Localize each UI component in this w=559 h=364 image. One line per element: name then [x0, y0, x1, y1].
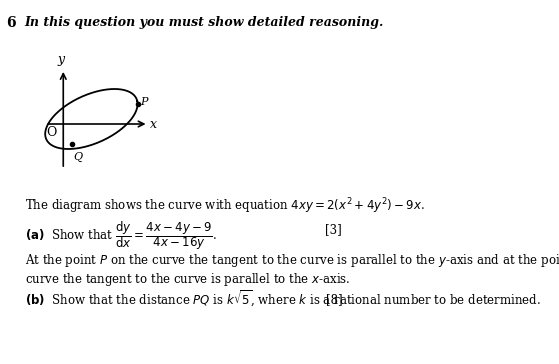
Text: x: x: [150, 118, 158, 131]
Text: In this question you must show detailed reasoning.: In this question you must show detailed …: [25, 16, 384, 29]
Text: $\mathbf{(a)}$  Show that $\dfrac{\mathrm{d}y}{\mathrm{d}x} = \dfrac{4x-4y-9}{4x: $\mathbf{(a)}$ Show that $\dfrac{\mathrm…: [25, 219, 216, 252]
Text: P: P: [140, 97, 148, 107]
Text: Q: Q: [74, 152, 83, 162]
Text: The diagram shows the curve with equation $4xy = 2(x^2+4y^2)-9x$.: The diagram shows the curve with equatio…: [25, 196, 424, 215]
Text: [3]: [3]: [325, 223, 342, 236]
Text: At the point $P$ on the curve the tangent to the curve is parallel to the $y$-ax: At the point $P$ on the curve the tangen…: [25, 252, 559, 288]
Text: $\mathbf{(b)}$  Show that the distance $PQ$ is $k\sqrt{5}$, where $k$ is a ratio: $\mathbf{(b)}$ Show that the distance $P…: [25, 289, 541, 309]
Text: O: O: [46, 126, 57, 139]
Text: 6: 6: [7, 16, 16, 30]
Text: [8]: [8]: [325, 293, 342, 306]
Text: y: y: [57, 53, 64, 66]
